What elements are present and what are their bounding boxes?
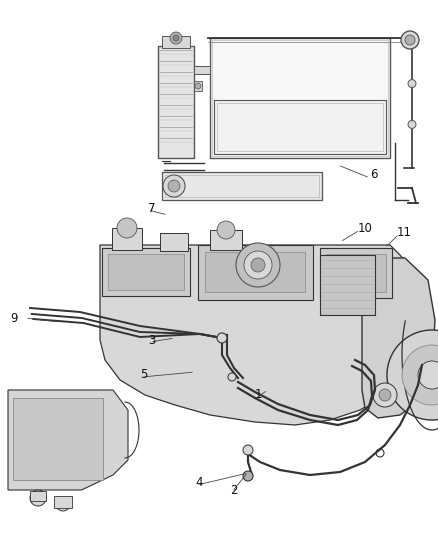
Text: 2: 2 [230, 483, 237, 497]
Circle shape [195, 83, 201, 89]
Text: 1: 1 [255, 389, 262, 401]
Bar [320, 255, 375, 315]
Circle shape [408, 120, 416, 128]
Bar [13, 398, 103, 480]
Circle shape [379, 389, 391, 401]
Text: 6: 6 [370, 168, 378, 182]
Bar [320, 248, 392, 298]
Circle shape [117, 218, 137, 238]
Text: 11: 11 [397, 225, 412, 238]
Polygon shape [8, 390, 128, 490]
Circle shape [243, 445, 253, 455]
Bar [198, 245, 313, 300]
Circle shape [387, 330, 438, 420]
Bar [54, 496, 72, 508]
Bar [194, 81, 202, 91]
Circle shape [228, 373, 236, 381]
Circle shape [418, 361, 438, 389]
Bar [162, 36, 190, 48]
Text: 5: 5 [140, 368, 147, 382]
Circle shape [402, 345, 438, 405]
Bar [158, 46, 194, 158]
Bar [108, 254, 184, 290]
Polygon shape [100, 245, 418, 425]
Circle shape [408, 79, 416, 87]
Bar [162, 172, 322, 200]
Text: 4: 4 [195, 477, 202, 489]
Bar [165, 175, 319, 197]
Circle shape [56, 497, 70, 511]
Circle shape [236, 243, 280, 287]
Circle shape [251, 258, 265, 272]
Circle shape [217, 333, 227, 343]
Bar [194, 66, 210, 74]
Bar [112, 228, 142, 250]
Circle shape [217, 221, 235, 239]
Text: 10: 10 [358, 222, 373, 235]
Circle shape [373, 383, 397, 407]
Circle shape [30, 490, 46, 506]
Bar [205, 252, 305, 292]
Bar [217, 103, 383, 151]
Text: 3: 3 [148, 334, 155, 346]
Bar [212, 40, 388, 156]
Circle shape [244, 251, 272, 279]
Text: 7: 7 [148, 201, 155, 214]
Bar [30, 491, 46, 501]
Circle shape [170, 32, 182, 44]
Circle shape [168, 180, 180, 192]
Bar [210, 38, 390, 158]
Text: 9: 9 [10, 311, 18, 325]
Circle shape [243, 471, 253, 481]
Circle shape [163, 175, 185, 197]
Bar [210, 230, 242, 250]
Bar [326, 254, 386, 292]
Bar [102, 248, 190, 296]
Polygon shape [362, 258, 435, 418]
Circle shape [173, 35, 179, 41]
Circle shape [401, 31, 419, 49]
Bar [214, 100, 386, 155]
Bar [160, 233, 188, 251]
Circle shape [405, 35, 415, 45]
